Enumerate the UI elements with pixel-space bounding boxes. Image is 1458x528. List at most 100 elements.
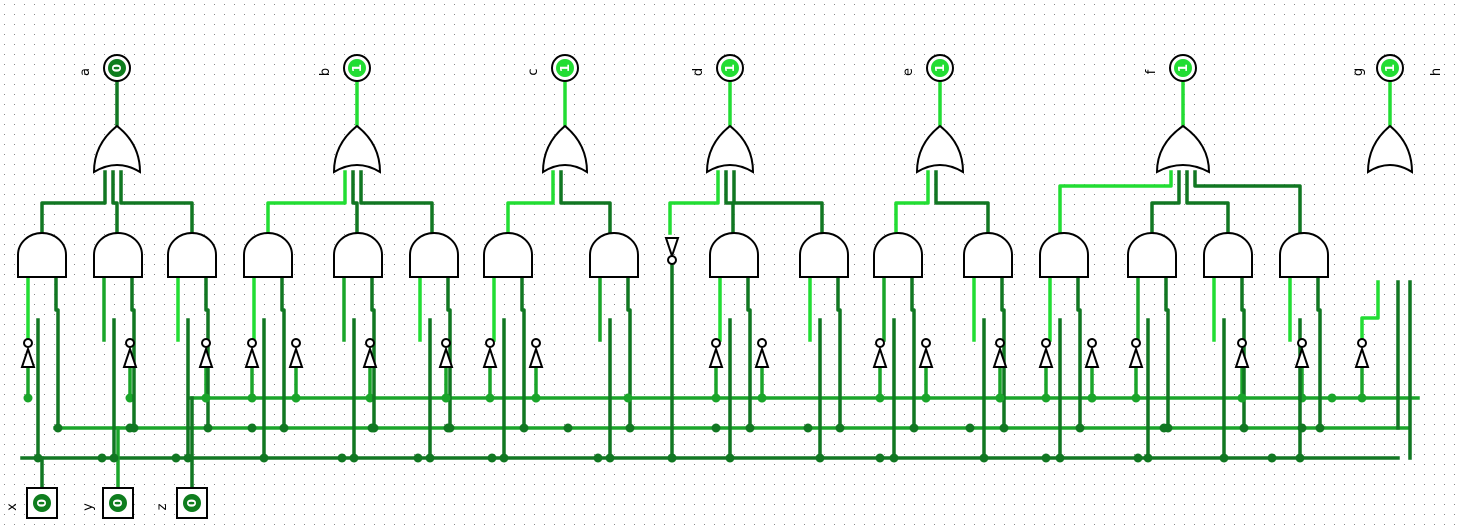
and-gate — [1039, 232, 1089, 278]
not-bubble — [23, 338, 33, 348]
gate-layer — [17, 124, 1414, 368]
or-input-wire — [668, 170, 720, 235]
and-input-wire — [1316, 275, 1322, 430]
input-pin-led — [33, 494, 51, 512]
not-gate — [438, 345, 454, 368]
wire-junction — [279, 423, 289, 433]
not-gate — [1084, 345, 1100, 368]
wire-junction — [1297, 423, 1307, 433]
wire-junction — [757, 393, 767, 403]
or-input-wire — [351, 170, 359, 235]
input-pin-value: 0 — [185, 499, 199, 507]
not-gate — [992, 345, 1008, 368]
input-pin-value: 0 — [111, 499, 125, 507]
output-pin-led — [721, 59, 739, 77]
not-bubble — [365, 338, 375, 348]
not-bubble — [921, 338, 931, 348]
wire-junction — [519, 423, 529, 433]
output-pin-value: 1 — [1176, 64, 1190, 72]
or-input-wire — [506, 170, 555, 235]
not-gate — [708, 345, 724, 368]
wire-junction — [875, 453, 885, 463]
wire-junction — [367, 423, 377, 433]
wire-junction — [23, 393, 33, 403]
wire-junction — [247, 423, 257, 433]
not-gate — [1038, 345, 1054, 368]
not-bubble — [247, 338, 257, 348]
wire-junction — [1041, 393, 1051, 403]
and-gate — [1127, 232, 1177, 278]
input-pin[interactable] — [102, 487, 134, 519]
not-bubble — [1041, 338, 1051, 348]
or-input-wire — [1185, 170, 1230, 235]
and-input-wire — [836, 275, 842, 430]
and-gate — [1203, 232, 1253, 278]
not-bubble — [1357, 338, 1367, 348]
not-gate — [1234, 345, 1250, 368]
and-gate — [93, 232, 143, 278]
not-bubble — [995, 338, 1005, 348]
wire-junction — [625, 423, 635, 433]
and-input-wire — [1164, 275, 1170, 430]
wire-junction — [835, 423, 845, 433]
not-bubble — [1297, 338, 1307, 348]
and-input-wire — [204, 275, 210, 430]
output-pin-label: h — [1429, 68, 1444, 76]
or-input-wire — [111, 170, 119, 235]
or-input-wire — [1360, 280, 1380, 342]
wire-junction — [443, 423, 453, 433]
output-pin-value: 1 — [558, 64, 572, 72]
and-gate — [709, 232, 759, 278]
or-input-wire — [40, 170, 107, 235]
output-pin-value: 0 — [110, 64, 124, 72]
not-gate — [362, 345, 378, 368]
wire-junction — [1267, 453, 1277, 463]
and-input-wire — [54, 275, 60, 430]
output-pin-value: 1 — [933, 64, 947, 72]
output-pin-led — [1174, 59, 1192, 77]
wire-junction — [1075, 423, 1085, 433]
wire-junction — [203, 423, 213, 433]
not-gate — [528, 345, 544, 368]
or-gate — [332, 124, 382, 174]
and-input-wire — [910, 275, 916, 430]
wire-junction — [201, 393, 211, 403]
output-pin-value: 1 — [350, 64, 364, 72]
not-bubble — [485, 338, 495, 348]
wire-junction — [1239, 423, 1249, 433]
and-gate — [333, 232, 383, 278]
wire-junction — [711, 423, 721, 433]
wire-junction — [999, 423, 1009, 433]
wire-junction — [909, 423, 919, 433]
wire-junction — [487, 453, 497, 463]
output-pin-led — [556, 59, 574, 77]
not-gate — [918, 345, 934, 368]
not-bubble — [667, 255, 677, 265]
output-pin-label: c — [526, 68, 541, 75]
or-input-wire — [119, 170, 194, 235]
wire-junction — [441, 393, 451, 403]
output-pin-led — [348, 59, 366, 77]
and-gate — [243, 232, 293, 278]
wire-junction — [1159, 423, 1169, 433]
not-gate — [1294, 345, 1310, 368]
wire-junction — [711, 393, 721, 403]
wire-junction — [623, 393, 633, 403]
wire-junction — [171, 453, 181, 463]
and-gate — [483, 232, 533, 278]
not-bubble — [1131, 338, 1141, 348]
wire-layer — [20, 80, 1420, 490]
wire-junction — [921, 393, 931, 403]
wire-junction — [667, 453, 677, 463]
or-input-wire — [894, 170, 930, 235]
output-pin-label: b — [318, 68, 333, 76]
and-gate — [409, 232, 459, 278]
or-input-wire — [359, 170, 434, 235]
input-pin-led — [109, 494, 127, 512]
not-gate — [664, 237, 680, 260]
and-gate — [1279, 232, 1329, 278]
wire-junction — [97, 453, 107, 463]
wire-junction — [485, 393, 495, 403]
not-bubble — [291, 338, 301, 348]
